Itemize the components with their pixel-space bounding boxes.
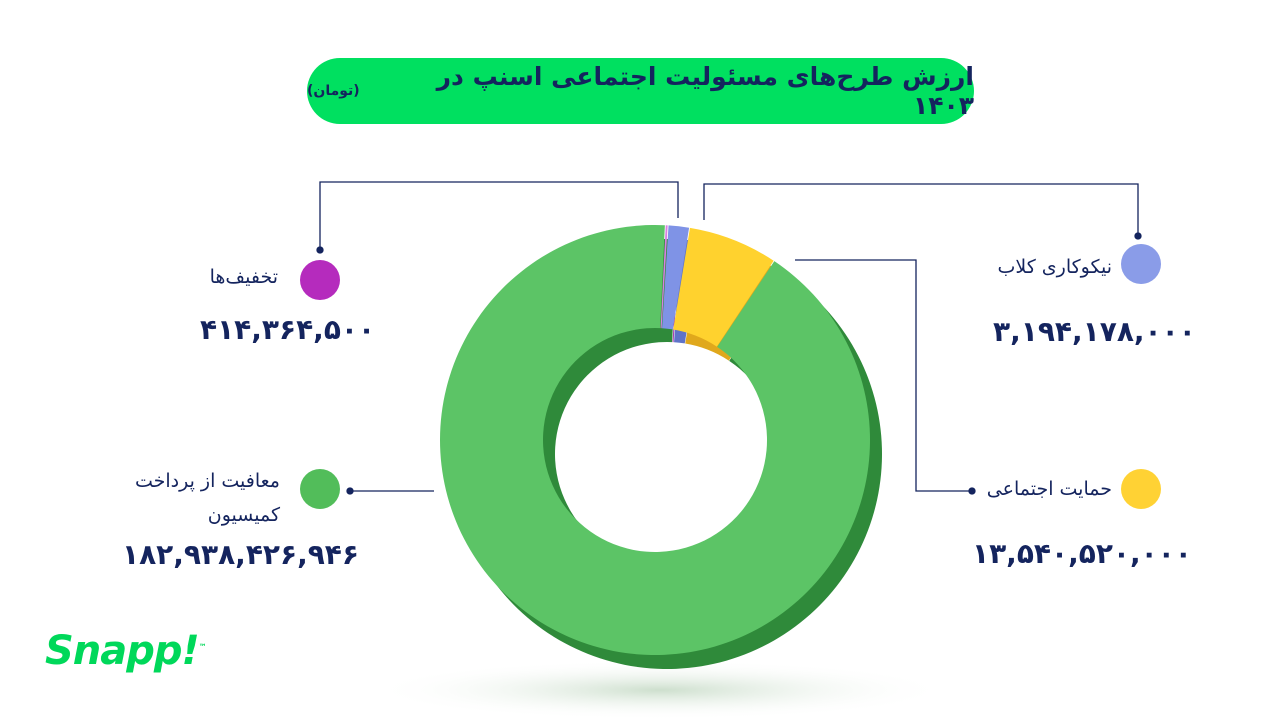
value-commission: ۱۸۲,۹۳۸,۴۲۶,۹۴۶	[122, 538, 359, 571]
title-main: ارزش طرح‌های مسئولیت اجتماعی اسنپ در ۱۴۰…	[436, 62, 974, 120]
value-social: ۱۳,۵۴۰,۵۲۰,۰۰۰	[972, 537, 1192, 570]
donut-slice	[662, 225, 690, 330]
leader-line-club	[703, 183, 1139, 236]
donut-slice	[673, 227, 774, 347]
legend-dot-social	[1121, 469, 1161, 509]
value-discounts: ۴۱۴,۳۶۴,۵۰۰	[200, 313, 376, 346]
leader-lines	[316, 181, 1142, 495]
legend-dot-commission	[300, 469, 340, 509]
donut-slice	[439, 224, 870, 656]
logo-tm: ™	[198, 642, 207, 652]
label-social: حمایت اجتماعی	[986, 478, 1112, 500]
label-club: نیکوکاری کلاب	[997, 256, 1112, 278]
snapp-logo: Snapp!™	[45, 628, 207, 674]
value-club: ۳,۱۹۴,۱۷۸,۰۰۰	[993, 315, 1196, 348]
leader-line-social	[795, 259, 972, 492]
label-discounts: تخفیف‌ها	[209, 266, 278, 288]
logo-text: Snapp!	[45, 628, 200, 674]
label-commission: معافیت از پرداخت کمیسیون	[134, 470, 280, 526]
donut-slice	[660, 225, 668, 329]
leader-line-discounts	[319, 181, 679, 250]
legend-dot-discounts	[300, 260, 340, 300]
chart-shadow	[370, 660, 950, 720]
chart-title: ارزش طرح‌های مسئولیت اجتماعی اسنپ در ۱۴۰…	[307, 58, 974, 124]
title-unit: (تومان)	[307, 83, 360, 99]
legend-dot-club	[1121, 244, 1161, 284]
